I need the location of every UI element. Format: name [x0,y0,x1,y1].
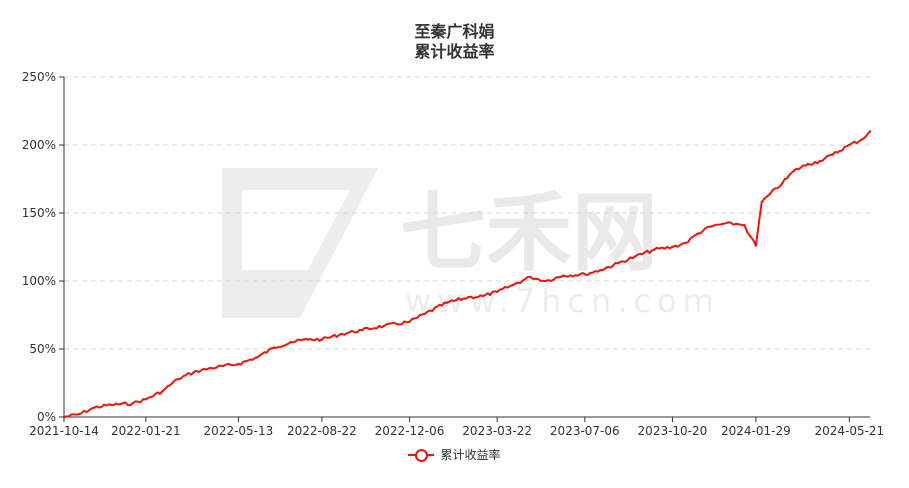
data-point [848,143,851,147]
x-tick-label: 2022-08-22 [287,424,357,438]
data-point [481,294,485,298]
data-point [320,338,324,341]
data-point [340,332,343,336]
x-tick-label: 2022-05-13 [204,424,274,438]
watermark: 七禾网 www.7hcn.com [222,168,714,320]
data-point [256,356,259,359]
x-tick-label: 2023-10-20 [638,424,708,438]
data-point [868,130,872,133]
y-tick-label: 250% [22,70,56,84]
data-point [544,279,548,283]
data-point [408,320,411,323]
data-point [192,370,195,374]
data-point [734,222,738,226]
data-point [306,338,310,341]
data-point [684,241,687,245]
y-tick-label: 100% [22,274,56,288]
data-point [748,234,752,238]
data-point [424,312,427,315]
data-point [62,415,66,419]
data-point [77,413,81,416]
data-point [760,200,763,204]
data-point [161,390,164,393]
data-point [382,324,386,328]
data-point [496,290,499,294]
data-point [696,232,700,235]
data-point [653,248,656,251]
y-tick-label: 150% [22,206,56,220]
data-point [511,283,515,287]
data-point [237,362,240,366]
legend[interactable]: 累计收益率 [0,446,909,465]
axes: 0% 50% 100% 150% 200% 250% 2021-10-14 2022-01-2… [22,70,885,438]
data-point [176,377,180,381]
data-point [144,398,147,401]
y-tick-label: 50% [29,342,56,356]
data-point [209,366,213,370]
data-point [109,403,113,406]
x-tick-label: 2021-10-14 [29,424,99,438]
legend-label: 累计收益率 [440,448,501,462]
x-tick-label: 2022-01-21 [111,424,181,438]
data-point [709,225,712,228]
watermark-brand: 七禾网 [400,183,658,283]
data-point [289,341,292,344]
data-point [721,222,725,226]
data-point [93,406,96,409]
series-layer [62,130,872,419]
x-tick-label: 2024-05-21 [814,424,884,438]
data-point [599,268,602,272]
chart-subtitle: 累计收益率 [414,42,495,61]
data-point [361,328,364,332]
series-line [63,130,871,418]
data-point [583,273,586,276]
data-point [634,255,637,258]
x-tick-label: 2022-12-06 [375,424,445,438]
data-point [781,181,784,185]
data-point [616,262,620,265]
data-point [529,275,532,279]
data-point [768,192,772,196]
data-point [806,162,810,166]
data-point [831,153,834,156]
data-point [792,169,796,172]
data-point [562,274,565,277]
data-point [671,245,674,249]
y-tick-label: 200% [22,138,56,152]
data-point [445,301,448,304]
legend-line-icon [408,448,435,462]
x-tick-label: 2023-03-22 [462,424,532,438]
data-point [860,138,863,141]
data-point [272,346,276,349]
data-point [131,402,134,405]
y-tick-label: 0% [37,410,56,424]
chart-title: 至秦广科娟 [414,22,495,41]
data-point [743,224,746,227]
watermark-logo-icon [222,168,378,318]
x-tick-label: 2023-07-06 [550,424,620,438]
data-point [467,296,470,299]
x-tick-label: 2024-01-29 [721,424,791,438]
data-point [754,244,758,247]
data-point [818,160,821,163]
